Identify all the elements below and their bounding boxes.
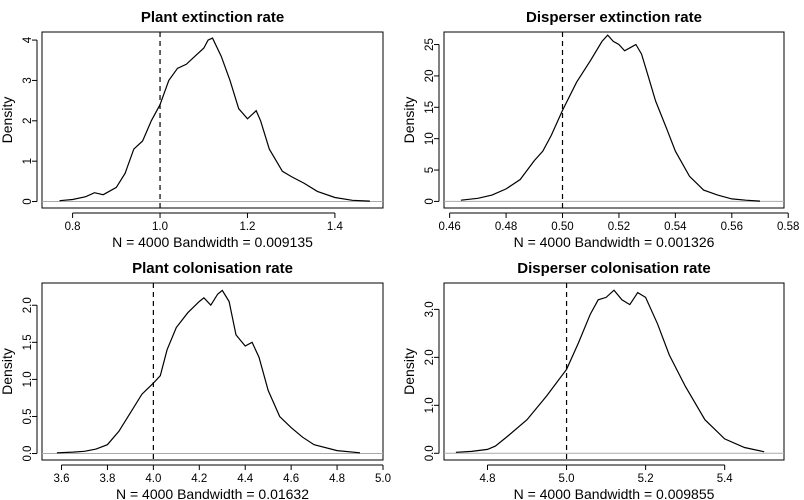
y-tick-label: 1.5 [22, 334, 34, 350]
x-tick-label: 3.6 [54, 473, 70, 485]
x-tick-label: 3.8 [99, 473, 115, 485]
y-tick-label: 15 [424, 101, 436, 114]
x-axis-label: N = 4000 Bandwidth = 0.01632 [116, 486, 309, 500]
y-tick-label: 0.0 [22, 446, 34, 462]
x-axis-label: N = 4000 Bandwidth = 0.009855 [514, 486, 715, 500]
x-tick-label: 0.56 [721, 221, 743, 233]
x-tick-label: 0.8 [65, 221, 81, 233]
x-tick-label: 5.2 [638, 473, 654, 485]
y-tick-label: 10 [424, 132, 436, 145]
panel-title: Disperser colonisation rate [517, 260, 710, 277]
plot-frame [41, 31, 384, 209]
panel-title: Plant extinction rate [141, 9, 284, 26]
density-curve [460, 34, 761, 202]
x-tick-label: 4.2 [191, 473, 207, 485]
x-tick-label: 5.0 [375, 473, 391, 485]
x-tick-label: 4.0 [145, 473, 161, 485]
plot-frame [443, 282, 785, 461]
x-tick-label: 0.46 [438, 221, 460, 233]
x-tick-label: 1.2 [239, 221, 255, 233]
density-panel-4: Disperser colonisation rate 4.8 5.0 5.2 5.4 0… [401, 260, 785, 500]
density-curve [59, 37, 370, 202]
x-tick-label: 0.54 [664, 221, 687, 233]
plot-frame [41, 282, 384, 461]
y-tick-label: 5 [424, 167, 436, 173]
x-tick-label: 5.4 [717, 473, 734, 485]
x-tick-label: 0.50 [551, 221, 573, 233]
density-panel-1: Plant extinction rate 0.8 1.0 1.2 1.4 0 1 2 3 4 N … [0, 9, 384, 250]
y-axis-label: Density [401, 348, 417, 395]
x-tick-label: 0.58 [777, 221, 799, 233]
y-tick-label: 0 [424, 198, 436, 204]
density-panel-2: Disperser extinction rate 0.46 0.48 0.50 0.5… [401, 9, 799, 250]
x-tick-label: 0.52 [608, 221, 630, 233]
x-axis-label: N = 4000 Bandwidth = 0.009135 [112, 234, 313, 250]
density-curve [56, 289, 361, 454]
y-tick-label: 20 [424, 70, 436, 83]
x-tick-label: 1.4 [327, 221, 344, 233]
y-tick-label: 4 [22, 36, 34, 43]
plot-frame [443, 31, 785, 209]
y-tick-label: 0.0 [424, 445, 436, 461]
y-tick-label: 1 [22, 158, 34, 164]
y-tick-label: 3 [22, 77, 34, 83]
y-tick-label: 0 [22, 198, 34, 204]
y-tick-label: 1.0 [424, 397, 436, 413]
density-panel-3: Plant colonisation rate 3.6 3.8 4.0 4.2 4.4 4.… [0, 260, 391, 500]
x-tick-label: 4.4 [237, 473, 254, 485]
y-tick-label: 2.0 [22, 297, 34, 313]
y-tick-label: 1.0 [22, 371, 34, 387]
x-tick-label: 4.8 [479, 473, 495, 485]
x-tick-label: 4.6 [283, 473, 299, 485]
x-axis-label: N = 4000 Bandwidth = 0.001326 [514, 234, 715, 250]
y-tick-label: 25 [424, 38, 436, 51]
x-tick-label: 0.48 [495, 221, 517, 233]
x-tick-label: 5.0 [559, 473, 575, 485]
y-axis-label: Density [0, 348, 15, 395]
x-tick-label: 4.8 [329, 473, 345, 485]
y-tick-label: 3.0 [424, 301, 436, 317]
y-tick-label: 2 [22, 118, 34, 124]
y-tick-label: 0.5 [22, 408, 34, 424]
y-axis-label: Density [0, 97, 15, 144]
panel-title: Plant colonisation rate [132, 260, 293, 277]
panel-title: Disperser extinction rate [526, 9, 702, 26]
y-axis-label: Density [401, 97, 417, 144]
density-curve [455, 289, 765, 453]
y-tick-label: 2.0 [424, 349, 436, 365]
x-tick-label: 1.0 [152, 221, 168, 233]
